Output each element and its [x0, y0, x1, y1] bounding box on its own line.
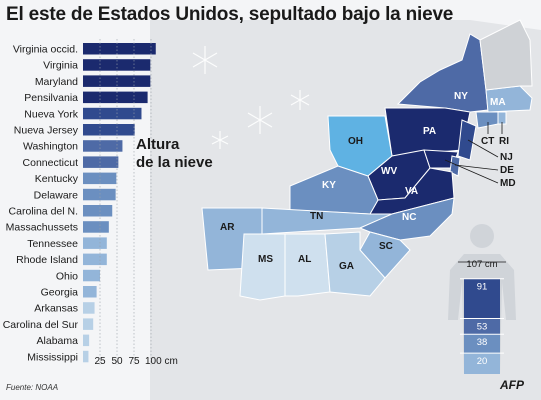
bar-category-label: Maryland [35, 76, 78, 88]
bar-category-label: Nueva York [24, 108, 78, 120]
bar [83, 156, 119, 168]
bar-category-label: Arkansas [34, 303, 78, 315]
bar [83, 43, 156, 55]
map-label-sc: SC [379, 241, 393, 252]
snow-level-label: 91 [477, 282, 488, 293]
map-label-ri: RI [499, 136, 509, 147]
map-label-tn: TN [310, 211, 323, 222]
bar [83, 334, 90, 347]
snow-level-band [464, 278, 500, 319]
bar-category-label: Delaware [34, 189, 79, 201]
map-label-ky: KY [322, 180, 336, 191]
bar-category-label: Connecticut [23, 157, 79, 169]
bar [83, 350, 89, 363]
x-tick-label: 75 [128, 356, 140, 367]
bar [83, 59, 151, 71]
bar-category-label: Tennessee [27, 238, 78, 250]
afp-logo: AFP [500, 378, 524, 392]
x-tick-label: 25 [94, 356, 106, 367]
state-ga [324, 231, 386, 297]
bar-category-label: Washington [23, 141, 78, 153]
bar [83, 253, 107, 266]
map-label-ma: MA [490, 97, 506, 108]
bar-category-label: Alabama [37, 335, 79, 347]
bar-category-label: Pensilvania [24, 92, 78, 104]
bar-category-label: Massachussets [6, 222, 78, 234]
map-label-oh: OH [348, 136, 363, 147]
state-de [449, 155, 461, 177]
map-label-nj: NJ [500, 152, 513, 163]
x-tick-label: 50 [111, 356, 123, 367]
bar [83, 140, 123, 152]
bar-category-label: Carolina del Sur [3, 319, 79, 331]
map-label-al: AL [298, 254, 311, 265]
bar [83, 75, 151, 87]
map-label-ny: NY [454, 91, 468, 102]
bar-category-label: Virginia occid. [13, 44, 78, 56]
map-label-pa: PA [423, 126, 436, 137]
bar [83, 172, 117, 185]
bar [83, 205, 113, 217]
state-sc [359, 231, 411, 279]
snow-level-band [464, 353, 500, 374]
snow-level-label: 38 [477, 337, 488, 348]
bar [83, 237, 107, 249]
map-label-ar: AR [220, 222, 235, 233]
page-title: El este de Estados Unidos, sepultado baj… [6, 4, 454, 25]
bar-category-label: Virginia [43, 60, 78, 72]
bar-category-label: Carolina del N. [9, 206, 78, 218]
state-ms [239, 233, 286, 301]
bar-category-label: Rhode Island [16, 254, 78, 266]
state-ri [497, 111, 507, 125]
bar-category-label: Nueva Jersey [14, 125, 79, 137]
map-label-ga: GA [339, 261, 354, 272]
x-tick-label: 100 cm [145, 356, 178, 367]
state-new-england-north [479, 19, 533, 91]
snow-level-label: 20 [477, 356, 488, 367]
legend-title: Altura de la nieve [136, 136, 246, 172]
bar-category-label: Kentucky [35, 173, 79, 185]
state-al [284, 233, 331, 297]
bar [83, 107, 142, 120]
bar [83, 188, 116, 201]
bar [83, 221, 109, 233]
legend-title-line1: Altura [136, 136, 180, 153]
map-label-va: VA [405, 186, 418, 197]
state-nj [457, 119, 477, 161]
map-label-ms: MS [258, 254, 273, 265]
snow-level-band [464, 334, 500, 354]
bar [83, 302, 95, 314]
bar [83, 269, 100, 282]
person-top-label: 107 cm [466, 259, 497, 270]
bar-category-label: Georgia [41, 287, 79, 299]
snow-level-band [464, 318, 500, 335]
source-note: Fuente: NOAA [6, 383, 59, 392]
map-label-nc: NC [402, 212, 416, 223]
legend-title-line2: de la nieve [136, 154, 213, 171]
callout-lines [444, 122, 503, 184]
bar [83, 91, 148, 104]
bar-category-label: Ohio [56, 270, 78, 282]
person-head [470, 224, 494, 248]
map-label-md: MD [500, 178, 516, 189]
bar [83, 318, 94, 330]
map-label-wv: WV [381, 166, 397, 177]
snow-level-label: 53 [477, 322, 488, 333]
map-label-de: DE [500, 165, 514, 176]
bar-category-label: Mississippi [27, 351, 78, 363]
person-scale: 91 53 38 20 [448, 224, 516, 374]
map-label-ct: CT [481, 136, 494, 147]
bar [83, 124, 135, 136]
bar [83, 286, 97, 298]
